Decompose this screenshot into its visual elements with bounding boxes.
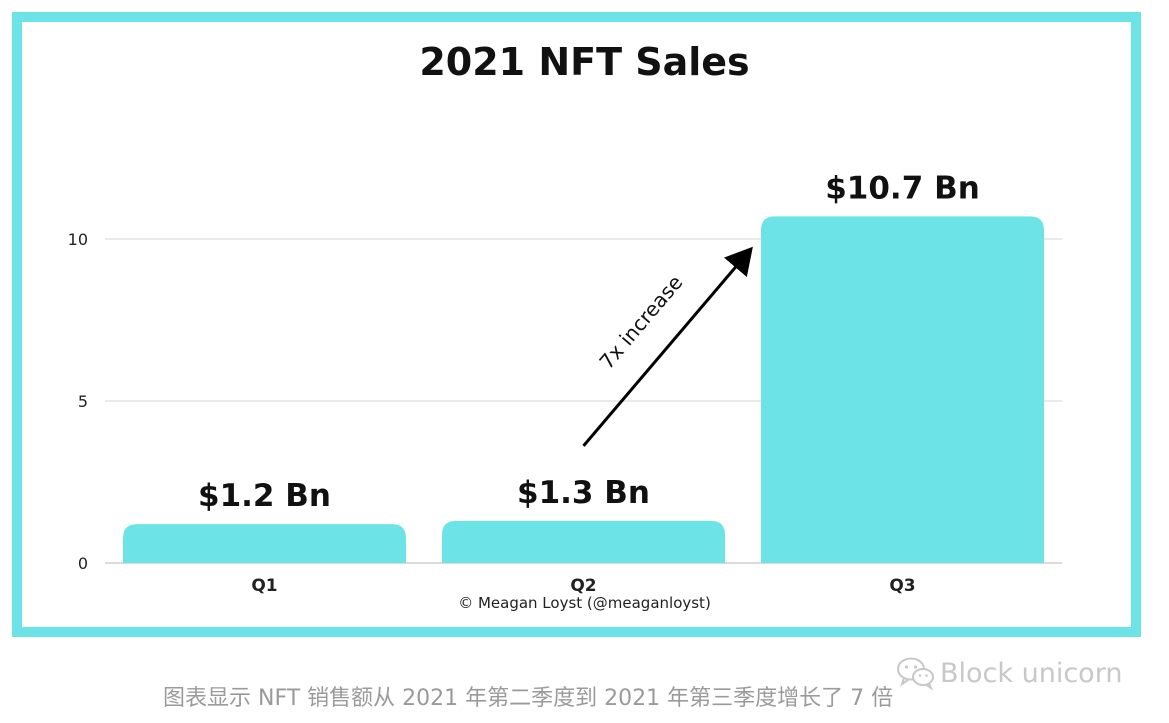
chart-title: 2021 NFT Sales	[419, 40, 750, 84]
bar-q1	[123, 524, 406, 563]
y-tick-label: 10	[68, 230, 88, 249]
watermark-text: Block unicorn	[940, 657, 1123, 689]
wechat-icon	[897, 657, 934, 690]
x-tick-label: Q1	[251, 576, 277, 596]
y-tick-label: 0	[78, 554, 88, 573]
data-label: $1.2 Bn	[198, 478, 331, 514]
bar-q2	[442, 520, 725, 563]
bar-q3	[761, 216, 1044, 563]
increase-arrow	[582, 246, 753, 447]
chart-credit: © Meagan Loyst (@meaganloyst)	[458, 594, 711, 612]
watermark: Block unicorn	[896, 656, 1122, 690]
annotation-label: 7x increase	[594, 270, 687, 373]
y-tick-label: 5	[78, 392, 88, 411]
figure-caption: 图表显示 NFT 销售额从 2021 年第二季度到 2021 年第三季度增长了 …	[163, 686, 894, 711]
x-tick-label: Q3	[889, 576, 915, 596]
data-label: $1.3 Bn	[517, 475, 650, 511]
x-tick-label: Q2	[570, 576, 596, 596]
data-label: $10.7 Bn	[825, 170, 980, 206]
